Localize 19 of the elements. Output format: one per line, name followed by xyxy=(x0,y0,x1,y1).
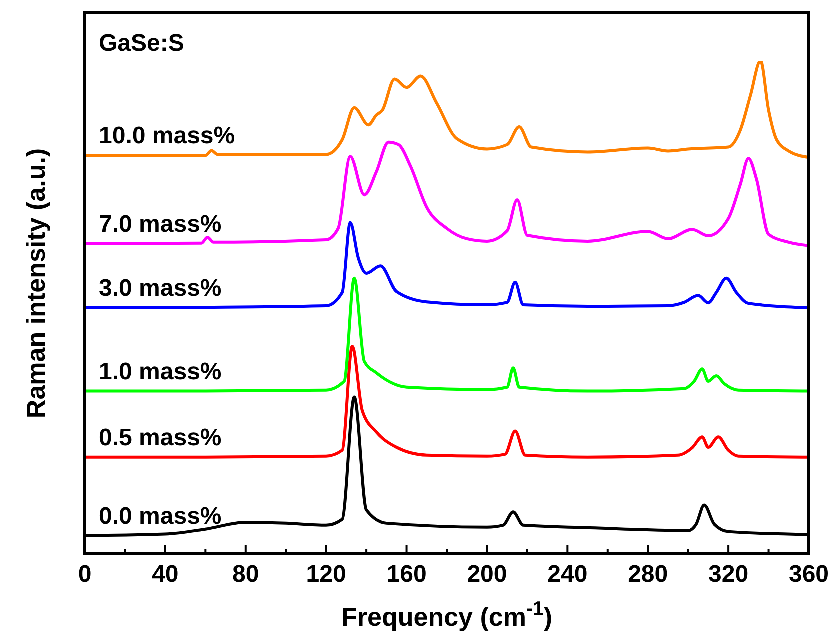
x-tick-label: 160 xyxy=(386,561,427,588)
x-tick-label: 280 xyxy=(628,561,668,588)
x-tick-label: 80 xyxy=(232,561,260,588)
x-tick-label: 240 xyxy=(548,561,588,588)
series-label: 0.0 mass% xyxy=(99,502,222,530)
series-label: 1.0 mass% xyxy=(99,358,222,386)
x-tick-label: 40 xyxy=(152,561,179,588)
text: GaSe:S xyxy=(99,30,184,57)
x-tick-label: 0 xyxy=(78,561,92,588)
series-label: 7.0 mass% xyxy=(99,210,222,238)
series-label: 10.0 mass% xyxy=(99,122,236,150)
series-label: 0.5 mass% xyxy=(99,424,222,452)
x-tick-label: 360 xyxy=(788,561,830,588)
x-tick-label: 320 xyxy=(708,561,749,588)
x-axis-title: Frequency (cm$^{-1}$) xyxy=(342,598,552,632)
y-axis-title: Raman intensity (a.u.) xyxy=(21,148,51,419)
x-tick-label: 200 xyxy=(467,561,508,588)
series-label: 3.0 mass% xyxy=(99,274,222,302)
x-tick-label: 120 xyxy=(306,561,346,588)
